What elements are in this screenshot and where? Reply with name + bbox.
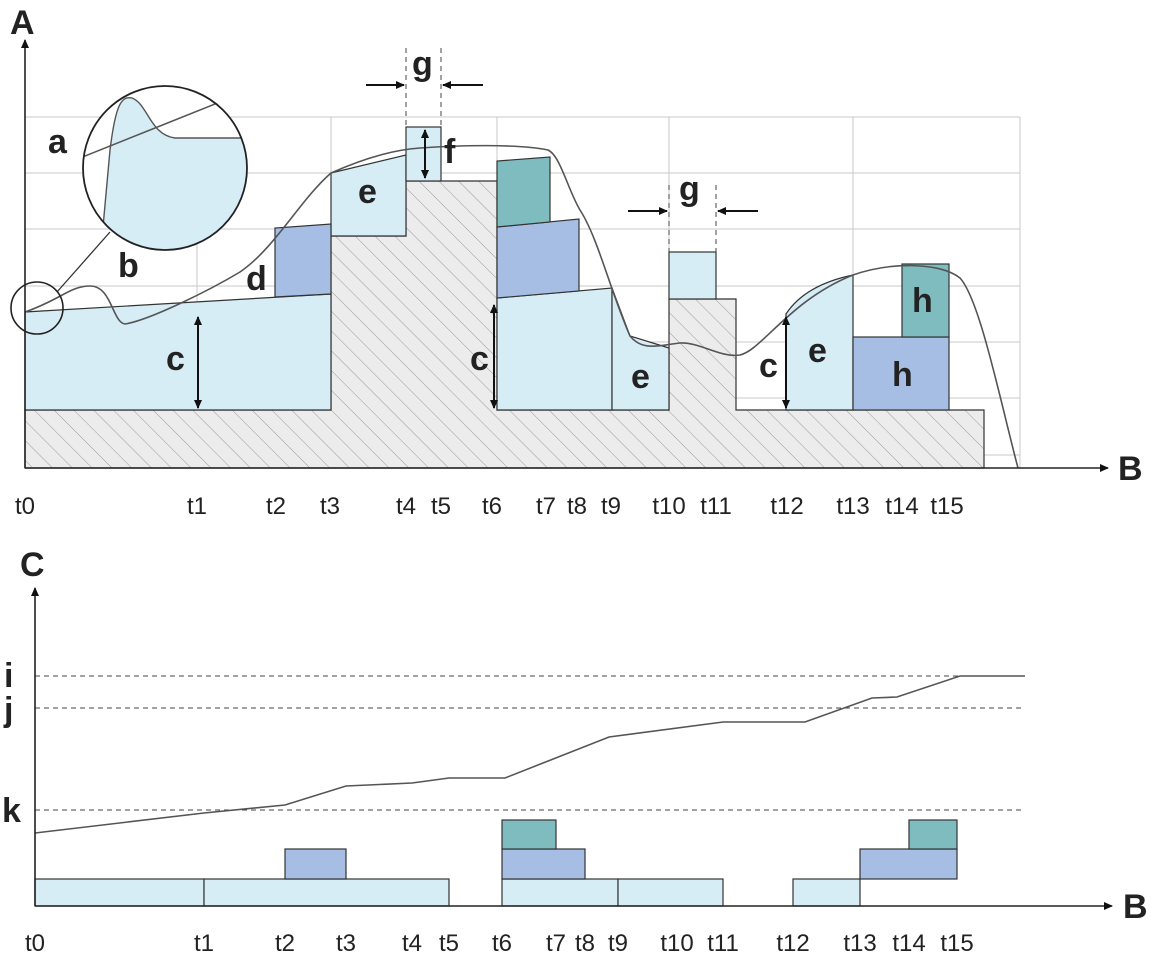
bottom-tick-t15: t15 [940,930,973,956]
block-g2 [668,251,717,300]
signal-curve [24,144,1019,469]
callout-c-right: c [759,347,778,385]
top-tick-t7: t7 [536,493,556,520]
bottom-tick-t5: t5 [439,930,459,956]
top-tick-t13: t13 [836,493,869,520]
bottom-tick-t0: t0 [25,930,45,956]
top-x-axis-label: B [1118,450,1143,488]
top-y-axis-label: A [10,4,35,42]
bar-light-t6-t9 [501,878,619,907]
level-label-j: j [3,691,13,729]
top-tick-t4: t4 [396,493,416,520]
block-teal-t6 [496,156,551,228]
magnifier-circle [82,85,248,251]
bar-blue-t6-t8 [501,848,586,880]
cumulative-curve [34,675,1025,834]
bottom-tick-t8: t8 [575,930,595,956]
bottom-tick-t12: t12 [776,930,809,956]
bottom-tick-t9: t9 [608,930,628,956]
bar-teal-t14-t15 [908,819,958,850]
double-arrows [194,129,790,409]
callout-g-mid: g [679,170,700,208]
bottom-tick-t10: t10 [660,930,693,956]
top-tick-t14: t14 [885,493,918,520]
block-h-lower [852,336,950,411]
magnifier-source-circle [10,281,64,335]
bottom-tick-t14: t14 [892,930,925,956]
bottom-tick-t2: t2 [275,930,295,956]
callout-c-mid: c [470,340,489,378]
block-d [274,223,332,298]
magnifier-connector [56,231,111,293]
callout-h-lower: h [892,356,913,394]
bottom-tick-t3: t3 [336,930,356,956]
callout-e-t9: e [631,358,650,396]
top-tick-labels: t0 t1 t2 t3 t4 t5 t6 t7 t8 t9 t10 t11 t12 t13 t14 t15 [15,493,964,520]
bottom-tick-t7: t7 [546,930,566,956]
g-dimensions [366,48,758,252]
block-c-mid [496,287,613,411]
top-tick-t2: t2 [266,493,286,520]
top-tick-t9: t9 [601,493,621,520]
block-h-upper [901,263,950,338]
top-chart: A B a b c c c d e [10,4,1143,520]
bar-light-t0-t1 [34,878,205,907]
top-tick-t10: t10 [652,493,685,520]
top-tick-t12: t12 [770,493,803,520]
magnifier-content [83,86,247,250]
block-e-t9 [611,287,670,411]
callout-a: a [48,123,68,161]
bottom-tick-labels: t0 t1 t2 t3 t4 t5 t6 t7 t8 t9 t10 t11 t12 t13 t14 t15 [25,930,974,956]
callout-f: f [444,133,456,171]
callout-e-t12: e [808,332,827,370]
bar-light-t12-t13 [792,878,861,907]
block-mid-blue-t6 [496,218,580,299]
callout-c-left: c [166,340,185,378]
top-tick-t8: t8 [567,493,587,520]
bottom-tick-t6: t6 [492,930,512,956]
bottom-tick-t13: t13 [843,930,876,956]
bottom-tick-t4: t4 [402,930,422,956]
bottom-x-axis-label: B [1123,888,1148,926]
bottom-tick-t11: t11 [707,930,739,956]
top-tick-t1: t1 [187,493,207,520]
top-tick-t6: t6 [482,493,502,520]
callout-h-upper: h [912,282,933,320]
top-tick-t5: t5 [431,493,451,520]
bar-teal-t6-t7 [501,819,557,850]
bottom-chart: C B i j k t0 t1 t2 t3 t4 t5 t6 t7 t8 t9 t10 t11 t12 t… [2,546,1148,956]
bar-blue-t2-t3 [284,848,347,880]
top-tick-t11: t11 [700,493,732,520]
bar-light-t9-t11 [617,878,724,907]
callout-b: b [118,247,139,285]
level-label-k: k [2,792,21,830]
bar-blue-t13-t15 [859,848,958,880]
block-f [405,126,442,182]
callout-d: d [246,260,267,298]
callout-g-top: g [412,45,433,83]
top-tick-t0: t0 [15,493,35,520]
top-tick-t3: t3 [320,493,340,520]
callout-e-t3: e [358,173,377,211]
bottom-y-axis-label: C [20,546,45,584]
bar-light-t1-t5 [203,878,450,907]
level-label-i: i [4,657,13,695]
top-tick-t15: t15 [930,493,963,520]
bottom-tick-t1: t1 [194,930,214,956]
